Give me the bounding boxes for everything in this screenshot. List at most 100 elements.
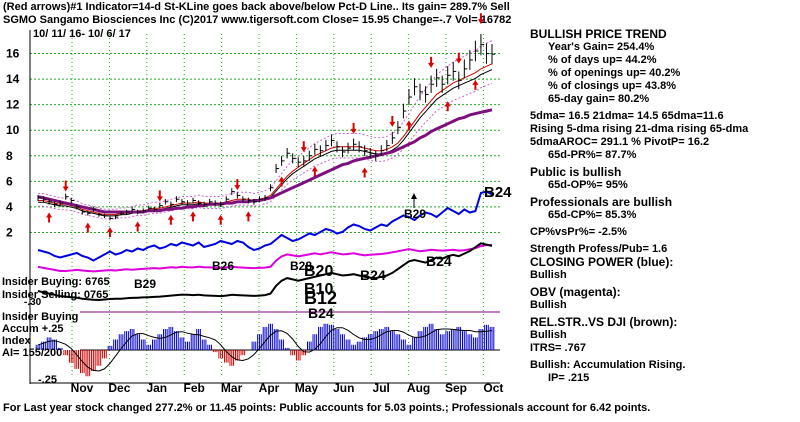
x-tick-label: Aug [407,381,430,395]
panel-line: Strength Profess/Pub= 1.6 [530,243,668,255]
signal-b26: B26 [212,259,234,273]
x-tick-label: Oct [483,381,503,395]
panel-line: CLOSING POWER (blue): [530,255,674,269]
y-tick-label: 6 [6,174,13,188]
panel-line: Bullish [530,299,567,311]
panel-line: 65d-CP%= 85.3% [548,209,637,221]
buy-arrow-head [361,167,368,173]
minus30-label: -.30 [24,297,42,308]
insider-selling-label: Insider Selling: 0765 [2,289,109,301]
indicator-panel: BULLISH PRICE TREND Year's Gain= 254.4%% … [530,28,798,385]
y-tick-label: 8 [6,149,13,163]
panel-line: % of days up= 44.2% [548,54,657,66]
panel-line: 5dma= 16.5 21dma= 14.5 65dma=11.6 [530,110,724,122]
buy-arrow-head [245,211,252,217]
header-line-1: (Red arrows)#1 Indicator=14-d St-KLine g… [3,1,510,13]
panel-line: Year's Gain= 254.4% [548,41,655,53]
sell-arrow-head [300,147,307,153]
buy-arrow-head [217,214,224,220]
date-range: 10/ 11/ 16- 10/ 6/ 17 [33,28,131,40]
ma21-line [38,63,493,216]
buy-arrow-head [311,166,318,172]
x-tick-label: Jul [373,381,390,395]
signal-b29-price: B29 [404,207,426,221]
accum-smooth-line [37,327,493,372]
minus25-label: -.25 [38,374,57,386]
insider-buying-label-2: Insider Buying [2,311,79,323]
sell-arrow-head [350,128,357,134]
x-tick-label: Mar [221,381,243,395]
y-tick-label: 16 [6,47,20,61]
panel-line: IP= .215 [548,372,590,384]
panel-line: Rising 5-dma rising 21-dma rising 65-dma [530,123,749,135]
panel-line: OBV (magenta): [530,285,621,299]
panel-line: % of openings up= 40.2% [548,67,681,79]
buy-arrow-head [444,101,451,107]
obv-line [37,244,492,273]
x-tick-label: Apr [259,381,280,395]
panel-line: Public is bullish [530,165,622,179]
panel-line: 65d-PR%= 87.7% [548,149,637,161]
panel-line: REL.STR..VS DJI (brown): [530,315,678,329]
buy-arrow-head [167,214,174,220]
upper-band [38,40,493,210]
panel-line: Bullish [530,269,567,281]
ai-label: AI= 155/200 [2,347,63,359]
buy-arrow-head [84,222,91,228]
x-tick-label: Nov [71,381,94,395]
sell-arrow-head [156,196,163,202]
panel-line: 5dmaAROC= 291.1 % PivotP= 16.2 [530,136,710,148]
sell-arrow-head [234,185,241,191]
closing-power-line [37,190,493,262]
sell-arrow-head [389,121,396,127]
y-tick-label: 4 [6,200,13,214]
signal-b24-cp: B24 [484,184,512,201]
x-tick-label: Feb [184,381,205,395]
panel-line: % of closings up= 43.8% [548,80,677,92]
header-line-2: SGMO Sangamo Biosciences Inc (C)2017 www… [3,14,512,26]
signal-b24-obv: B24 [426,253,452,269]
x-tick-label: Sep [445,381,467,395]
sell-arrow-head [62,186,69,192]
signal-b28: B28 [290,259,312,273]
buy-arrow-head [190,211,197,217]
panel-line: CP%vsPr%= -2.5% [530,226,627,238]
buy-arrow-head [134,221,141,227]
y-tick-label: 12 [6,98,20,112]
signal-b20: B20 [304,263,333,280]
buy-arrow-head [106,227,113,233]
buy-arrow-head [46,212,53,218]
panel-line: Bullish [530,329,567,341]
panel-line: 65-day gain= 80.2% [548,93,650,105]
signal-b10: B10 [304,281,333,298]
x-tick-label: May [295,381,319,395]
ma21-line-2 [38,69,493,217]
y-tick-label: 10 [6,123,20,137]
buy-arrow-head [472,79,479,85]
signal-b29-low: B29 [134,277,156,291]
b29-pointer-head [411,193,417,199]
sell-arrow-head [477,19,484,25]
x-tick-label: Dec [108,381,130,395]
y-tick-label: 14 [6,72,20,86]
panel-line: ITRS= .767 [530,342,586,354]
signal-b12: B12 [304,288,337,308]
index-label: Index [2,335,31,347]
x-tick-label: Jun [333,381,354,395]
lower-band [38,82,493,220]
signal-b24-mid: B24 [360,267,386,283]
footer-text: For Last year stock changed 277.2% or 11… [3,402,651,414]
accum-label: Accum +.25 [2,323,64,335]
signal-b24-low: B24 [308,305,334,321]
sell-arrow-head [455,58,462,64]
panel-line: Bullish: Accumulation Rising. [530,359,686,371]
x-tick-label: Jan [146,381,167,395]
y-tick-label: 2 [6,225,13,239]
buy-arrow-head [405,120,412,126]
rel-strength-line [37,242,493,302]
panel-line: 65d-OP%= 95% [548,179,628,191]
sell-arrow-head [428,62,435,68]
buy-arrow-head [278,176,285,182]
